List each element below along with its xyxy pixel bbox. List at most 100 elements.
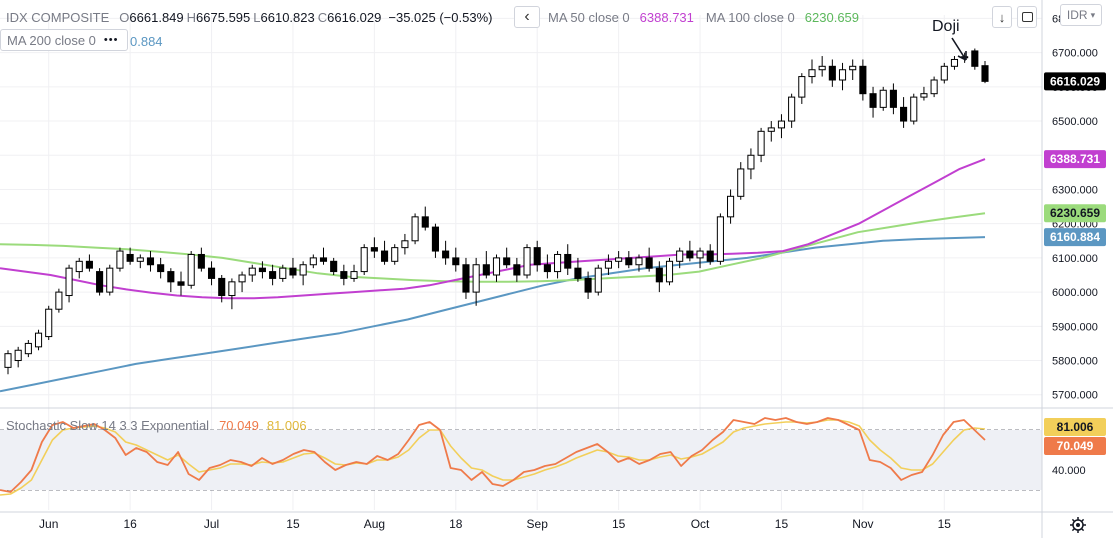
chevron-down-icon: ▾ — [1090, 9, 1096, 20]
candle — [258, 261, 266, 279]
candle — [706, 244, 714, 265]
candle-body — [696, 250, 704, 259]
candle-body — [187, 253, 195, 286]
candle-body — [747, 154, 755, 170]
candle-body — [767, 127, 775, 132]
price-axis-label-3-bg — [1044, 228, 1106, 247]
candle — [207, 261, 216, 286]
candle — [513, 257, 521, 282]
candle — [462, 257, 470, 299]
high-label: H — [186, 10, 197, 25]
candle — [981, 60, 989, 84]
candle — [737, 162, 745, 200]
candle-body — [330, 260, 338, 273]
candle — [838, 62, 847, 91]
candle — [564, 244, 572, 275]
time-tick-label: Aug — [364, 517, 385, 531]
candle — [421, 206, 429, 231]
candle-body — [655, 267, 663, 283]
ma50-label[interactable]: MA 50 close 0 — [548, 10, 630, 25]
candle — [319, 247, 328, 265]
stoch-d-value: 81.006 — [266, 418, 307, 433]
time-tick-label: 15 — [286, 517, 300, 531]
candle — [788, 93, 796, 128]
stoch-axis-label-1-text: 70.049 — [1057, 439, 1094, 453]
candle — [299, 261, 307, 286]
candle — [218, 275, 226, 303]
ma50-line — [0, 158, 986, 300]
candle-body — [981, 65, 989, 82]
candle — [370, 237, 378, 258]
download-button[interactable]: ↓ — [992, 6, 1012, 28]
candle-body — [177, 281, 185, 286]
candle — [279, 264, 287, 282]
collapse-legend-button[interactable]: ‹ — [514, 6, 540, 28]
ma100-label[interactable]: MA 100 close 0 — [705, 10, 795, 25]
low-value: 6610.823 — [260, 10, 315, 25]
candle-body — [258, 267, 266, 273]
candle-body — [472, 264, 480, 293]
time-tick-label: 18 — [449, 517, 463, 531]
stoch-axis-label-1-bg — [1044, 436, 1106, 455]
candle — [798, 73, 806, 104]
candle — [309, 254, 317, 269]
candle-body — [116, 250, 124, 269]
candle-body — [625, 257, 633, 266]
price-axis-label-2-text: 6230.659 — [1050, 206, 1100, 220]
stoch-label[interactable]: Stochastic Slow 14 3 3 Exponential — [6, 418, 210, 433]
price-tick-label: 6700.000 — [1052, 48, 1098, 60]
candles — [4, 48, 989, 375]
open-label: O — [119, 10, 130, 25]
candle-body — [228, 281, 236, 297]
symbol-name[interactable]: IDX COMPOSITE — [6, 10, 110, 25]
price-axis-label-0-text: 6616.029 — [1050, 74, 1100, 88]
fullscreen-button[interactable] — [1017, 6, 1037, 28]
candle-body — [401, 240, 409, 249]
candle — [228, 278, 236, 310]
candle — [482, 251, 490, 279]
candle-body — [757, 130, 765, 156]
candle-body — [808, 69, 816, 78]
candle-body — [248, 267, 256, 276]
candle — [503, 247, 511, 269]
time-tick-label: 15 — [612, 517, 626, 531]
candle-body — [55, 291, 63, 310]
candle — [900, 97, 908, 128]
candle-body — [106, 267, 114, 293]
candle-body — [482, 264, 490, 276]
candle — [859, 59, 867, 101]
ma200-legend-box[interactable]: MA 200 close 0 ••• — [0, 29, 128, 51]
candle — [146, 251, 155, 272]
time-tick-label: 15 — [938, 517, 952, 531]
candle — [65, 264, 73, 303]
open-value: 6661.849 — [129, 10, 184, 25]
candle — [665, 257, 674, 286]
candle — [157, 257, 165, 279]
candle — [696, 247, 704, 269]
candle-body — [269, 271, 277, 279]
candle — [116, 247, 124, 272]
time-tick-label: Oct — [691, 517, 710, 531]
candle-body — [950, 58, 959, 67]
currency-selector[interactable]: IDR ▾ — [1060, 4, 1102, 26]
candle — [767, 121, 775, 142]
candle-body — [635, 257, 643, 266]
candle-body — [462, 264, 470, 293]
candle — [350, 264, 358, 282]
candle-body — [889, 89, 897, 108]
candle-body — [879, 89, 887, 108]
settings-gear-icon[interactable] — [1070, 517, 1086, 533]
price-axis-label-1-text: 6388.731 — [1050, 152, 1100, 166]
candle — [615, 251, 623, 269]
price-labels: 6616.029 6388.731 6230.659 6160.884 81.006 70… — [1044, 72, 1106, 455]
price-tick-label: 5900.000 — [1052, 321, 1098, 333]
more-options-icon[interactable]: ••• — [103, 34, 119, 46]
candle — [492, 254, 501, 282]
candle — [472, 257, 480, 306]
candle-body — [452, 257, 460, 266]
candle — [533, 240, 541, 272]
price-axis-label-1-bg — [1044, 150, 1106, 169]
candle-body — [818, 65, 826, 71]
candle — [167, 268, 175, 293]
